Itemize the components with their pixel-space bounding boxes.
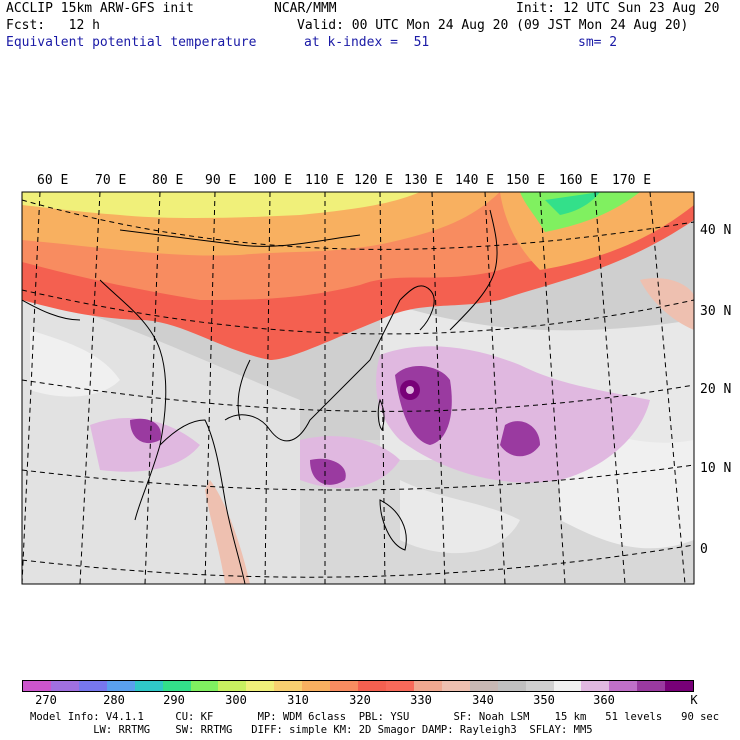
- legend-tick-label: 290: [163, 693, 185, 707]
- color-legend-bar: [22, 680, 694, 692]
- legend-tick-label: 280: [103, 693, 125, 707]
- legend-swatch: [385, 681, 414, 691]
- graticule: [22, 192, 694, 584]
- lat-label: 40 N: [700, 223, 731, 238]
- legend-swatch: [162, 681, 191, 691]
- legend-swatch: [441, 681, 470, 691]
- legend-swatch: [134, 681, 163, 691]
- legend-tick-label: 340: [472, 693, 494, 707]
- lon-label: 140 E: [455, 173, 494, 188]
- lon-label: 70 E: [95, 173, 126, 188]
- model-title: ACCLIP 15km ARW-GFS init: [6, 1, 194, 16]
- lon-label: 150 E: [506, 173, 545, 188]
- lon-label: 120 E: [354, 173, 393, 188]
- lon-label: 130 E: [404, 173, 443, 188]
- legend-swatch: [665, 681, 694, 691]
- lon-label: 60 E: [37, 173, 68, 188]
- lon-label: 100 E: [253, 173, 292, 188]
- institution-label: NCAR/MMM: [274, 1, 337, 16]
- legend-swatch: [497, 681, 526, 691]
- lon-label: 80 E: [152, 173, 183, 188]
- legend-swatch: [106, 681, 135, 691]
- map-fill: [22, 192, 694, 584]
- legend-tick-label: 300: [225, 693, 247, 707]
- legend-swatch: [78, 681, 107, 691]
- legend-tick-label: 360: [593, 693, 615, 707]
- map-border: [21, 191, 695, 585]
- lat-label: 10 N: [700, 461, 731, 476]
- lat-label: 20 N: [700, 382, 731, 397]
- legend-swatch: [609, 681, 638, 691]
- legend-swatch: [413, 681, 442, 691]
- lat-labels: 40 N 30 N 20 N 10 N 0: [700, 223, 731, 557]
- legend-tick-label: K: [690, 693, 698, 707]
- legend-swatch: [637, 681, 666, 691]
- smoothing-label: sm= 2: [578, 35, 618, 50]
- legend-tick-label: 320: [349, 693, 371, 707]
- legend-swatch: [525, 681, 554, 691]
- lat-label: 0: [700, 542, 708, 557]
- legend-swatch: [469, 681, 498, 691]
- field-name: Equivalent potential temperature: [6, 35, 257, 50]
- legend-swatch: [302, 681, 331, 691]
- init-time: Init: 12 UTC Sun 23 Aug 20: [516, 1, 720, 16]
- level-index: at k-index = 51: [304, 35, 430, 50]
- legend-tick-label: 270: [35, 693, 57, 707]
- legend-swatch: [246, 681, 275, 691]
- lat-label: 30 N: [700, 304, 731, 319]
- lon-label: 90 E: [205, 173, 236, 188]
- legend-swatch: [274, 681, 303, 691]
- legend-swatch: [190, 681, 219, 691]
- legend-tick-label: 350: [533, 693, 555, 707]
- legend-swatch: [330, 681, 359, 691]
- legend-swatch: [358, 681, 386, 691]
- legend-tick-label: 330: [410, 693, 432, 707]
- legend-swatch: [581, 681, 610, 691]
- legend-swatch: [23, 681, 51, 691]
- model-info-line2: LW: RRTMG SW: RRTMG DIFF: simple KM: 2D …: [30, 724, 593, 736]
- lon-label: 110 E: [305, 173, 344, 188]
- lon-labels: 60 E 70 E 80 E 90 E 100 E 110 E 120 E 13…: [37, 173, 651, 188]
- legend-tick-label: 310: [287, 693, 309, 707]
- forecast-hour: Fcst: 12 h: [6, 18, 100, 33]
- legend-swatch: [50, 681, 79, 691]
- legend-swatch: [553, 681, 582, 691]
- valid-time: Valid: 00 UTC Mon 24 Aug 20 (09 JST Mon …: [297, 18, 689, 33]
- legend-swatch: [218, 681, 247, 691]
- model-info-line1: Model Info: V4.1.1 CU: KF MP: WDM 6class…: [30, 711, 720, 723]
- lon-label: 170 E: [612, 173, 651, 188]
- lon-label: 160 E: [559, 173, 598, 188]
